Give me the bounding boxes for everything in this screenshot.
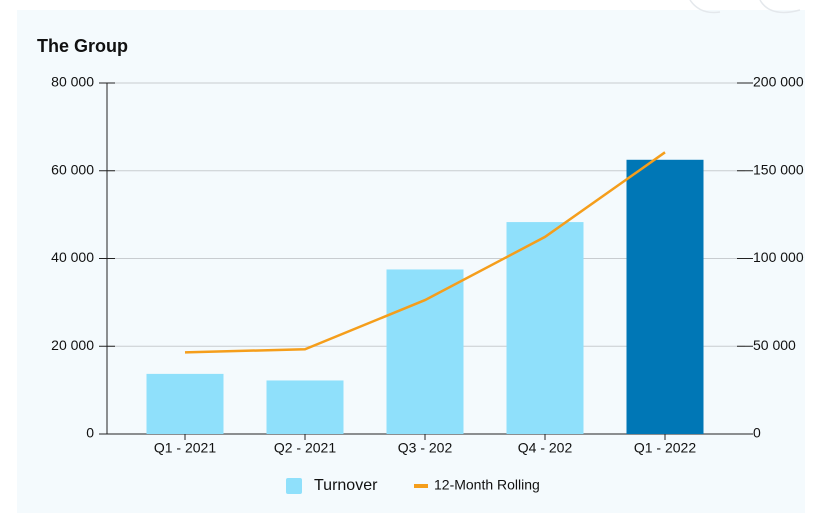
y-tick-label: 0 — [86, 425, 94, 441]
y-tick-label: 60 000 — [51, 161, 94, 177]
y-tick-label: 20 000 — [51, 337, 94, 353]
line — [184, 151, 666, 354]
bar — [146, 373, 224, 434]
x-tick-label: Q3 - 202 — [398, 440, 453, 456]
y-tick-label: 40 000 — [51, 249, 94, 265]
x-tick-label: Q4 - 202 — [518, 440, 573, 456]
y2-tick-label: 100 000 — [753, 249, 804, 265]
legend-label: Turnover — [314, 477, 378, 494]
bar — [266, 380, 344, 434]
decoration — [689, 0, 801, 14]
chart-title: The Group — [37, 36, 128, 56]
y2-tick-label: 150 000 — [753, 161, 804, 177]
legend-swatch — [286, 478, 302, 494]
bar — [626, 159, 704, 434]
x-tick-label: Q1 - 2021 — [154, 440, 216, 456]
y2-tick-label: 200 000 — [753, 74, 804, 90]
x-tick-label: Q1 - 2022 — [634, 440, 696, 456]
x-tick-label: Q2 - 2021 — [274, 440, 336, 456]
y2-tick-label: 50 000 — [753, 337, 796, 353]
bar — [506, 222, 584, 434]
legend-label: 12-Month Rolling — [434, 477, 540, 493]
y-tick-label: 80 000 — [51, 74, 94, 90]
y2-tick-label: 0 — [753, 425, 761, 441]
bar — [386, 269, 464, 434]
